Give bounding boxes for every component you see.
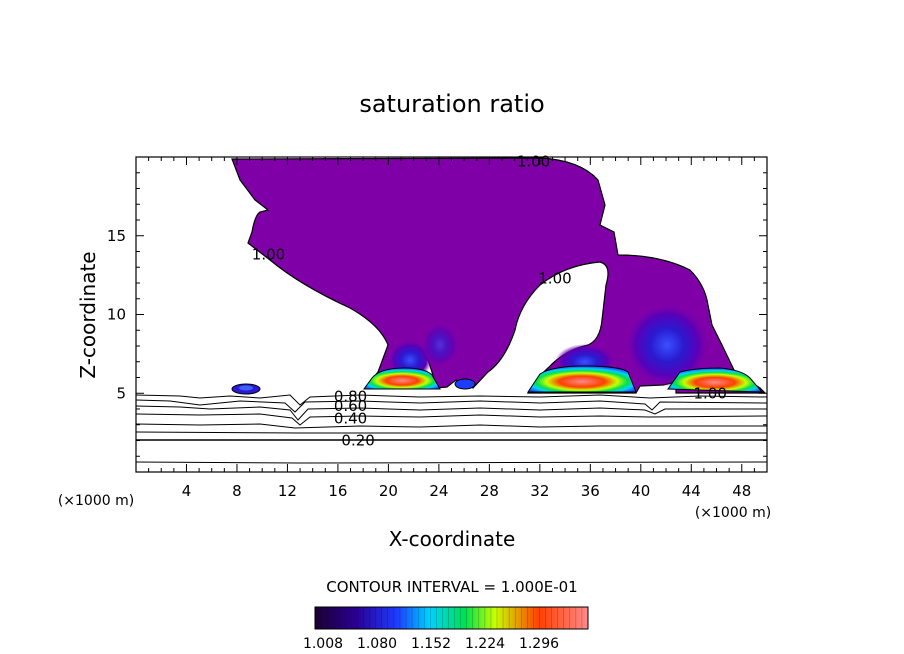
blob-center-right (625, 303, 709, 387)
contour-label: 0.60 (334, 397, 367, 415)
x-axis-unit-right: (×1000 m) (695, 505, 771, 521)
x-tick-label: 48 (732, 482, 751, 500)
contour-labels: 1.00 1.00 1.00 1.00 0.800.600.40 0.20 (252, 153, 727, 450)
y-tick-label: 10 (107, 306, 126, 324)
cell-26km (454, 378, 476, 390)
contour-label: 0.40 (334, 409, 367, 427)
x-tick-label: 44 (682, 482, 701, 500)
y-tick-label: 15 (107, 227, 126, 245)
x-tick-label: 16 (328, 482, 347, 500)
contour-label: 0.80 (334, 387, 367, 405)
contour-label: 1.00 (694, 384, 727, 402)
colorbar-ticks: 1.008 1.080 1.152 1.224 1.296 (303, 607, 583, 652)
contour-label: 1.00 (538, 269, 571, 287)
x-tick-label: 40 (631, 482, 650, 500)
contour-label: 1.00 (517, 153, 550, 171)
colorbar: 1.008 1.080 1.152 1.224 1.296 (303, 606, 589, 652)
x-tick-label: 20 (379, 482, 398, 500)
colorbar-label: 1.152 (411, 636, 451, 652)
chart-title: saturation ratio (359, 90, 544, 118)
x-tick-label: 32 (530, 482, 549, 500)
y-axis-title: Z-coordinate (76, 251, 100, 378)
subsaturated-contours (136, 394, 767, 464)
colorbar-gradient (314, 606, 589, 630)
y-axis: 5 10 15 (107, 172, 767, 457)
x-axis-title: X-coordinate (389, 527, 516, 551)
colorbar-label: 1.008 (303, 636, 343, 652)
contour-label: 1.00 (252, 246, 285, 264)
x-tick-label: 8 (232, 482, 242, 500)
y-tick-label: 5 (116, 384, 126, 402)
blob-center-left2 (422, 323, 458, 367)
contour-interval-text: CONTOUR INTERVAL = 1.000E-01 (326, 578, 577, 596)
colorbar-label: 1.224 (465, 636, 505, 652)
x-tick-label: 4 (182, 482, 192, 500)
cell-8km-core (239, 385, 253, 391)
x-tick-label: 28 (480, 482, 499, 500)
cell-34km (527, 365, 637, 393)
x-tick-label: 24 (429, 482, 448, 500)
cell-44km (667, 367, 764, 393)
x-axis-unit-left: (×1000 m) (58, 493, 134, 509)
contour-label: 0.20 (341, 432, 374, 450)
cell-20km (363, 367, 441, 390)
x-tick-label: 36 (581, 482, 600, 500)
colorbar-label: 1.080 (357, 636, 397, 652)
x-axis: 4 8 12 16 20 24 28 32 36 40 44 48 (148, 157, 755, 500)
x-tick-label: 12 (278, 482, 297, 500)
colorbar-label: 1.296 (519, 636, 559, 652)
plot-area (136, 157, 767, 464)
